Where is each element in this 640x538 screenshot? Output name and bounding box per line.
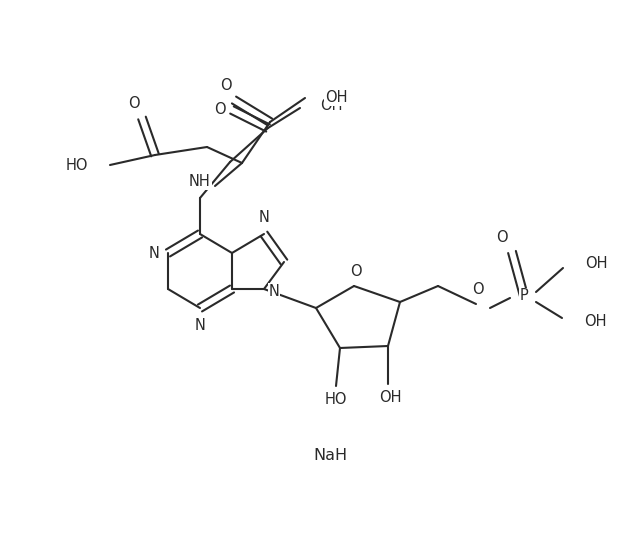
Text: O: O — [220, 79, 232, 94]
Text: N: N — [195, 318, 205, 334]
Text: OH: OH — [584, 315, 607, 329]
Text: OH: OH — [320, 98, 342, 114]
Text: N: N — [269, 284, 280, 299]
Text: OH: OH — [585, 257, 607, 272]
Text: O: O — [214, 103, 226, 117]
Text: N: N — [148, 245, 159, 260]
Text: O: O — [496, 230, 508, 245]
Text: OH: OH — [325, 90, 348, 105]
Text: O: O — [472, 282, 484, 298]
Text: P: P — [520, 288, 529, 303]
Text: O: O — [128, 96, 140, 111]
Text: NaH: NaH — [313, 448, 347, 463]
Text: OH: OH — [379, 391, 401, 406]
Text: O: O — [350, 265, 362, 280]
Text: HO: HO — [65, 158, 88, 173]
Text: HO: HO — [324, 393, 348, 407]
Text: NH: NH — [189, 174, 211, 189]
Text: N: N — [259, 210, 269, 225]
